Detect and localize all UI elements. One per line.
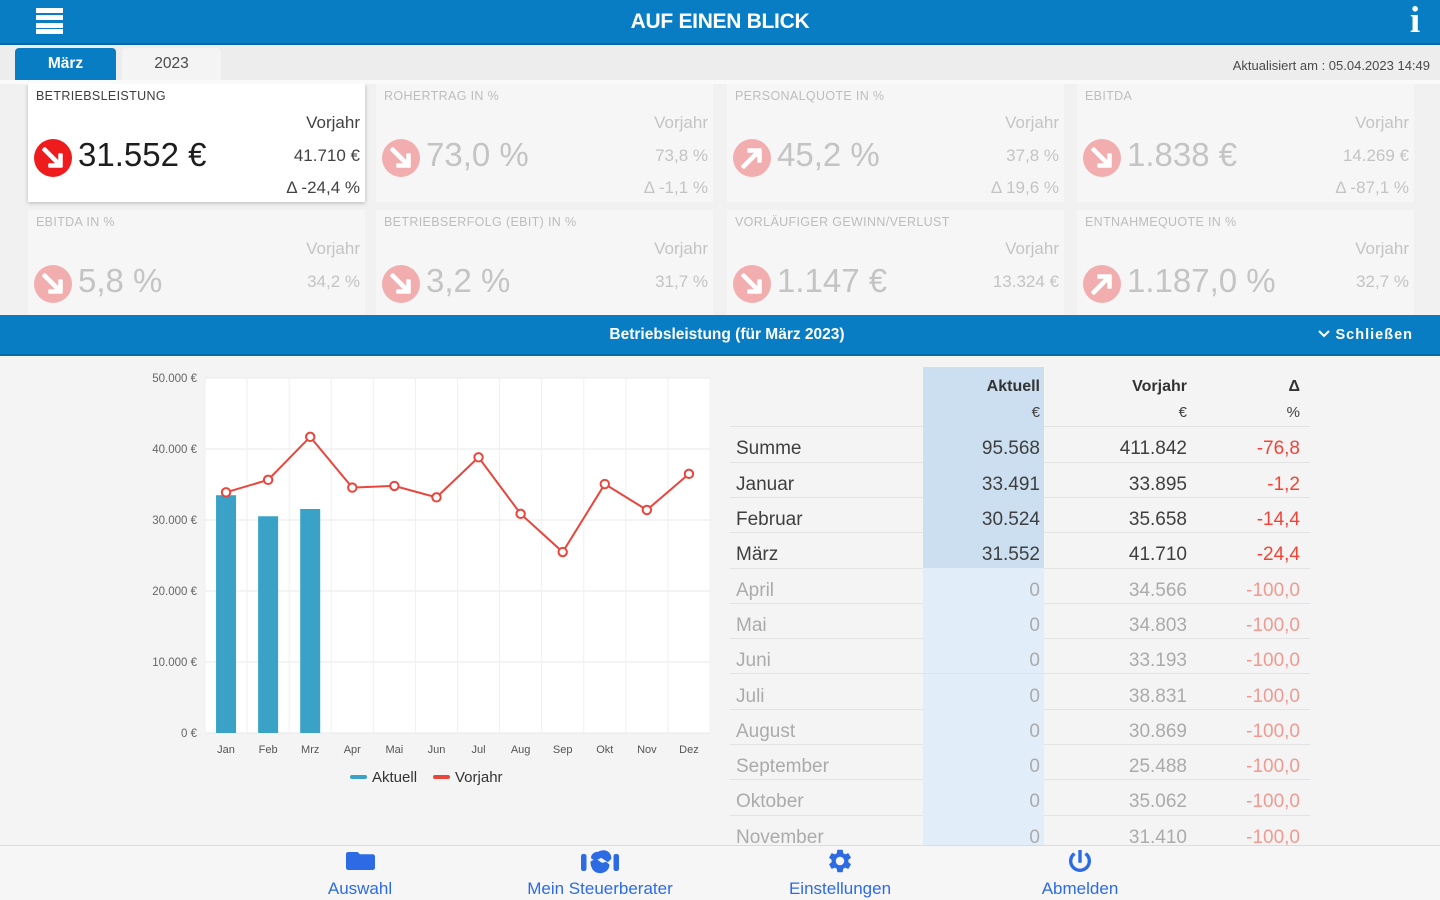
svg-text:0 €: 0 €	[181, 728, 198, 740]
svg-text:Aug: Aug	[511, 744, 531, 756]
svg-text:Apr: Apr	[344, 744, 361, 756]
svg-text:Nov: Nov	[637, 744, 657, 756]
svg-text:Mai: Mai	[386, 744, 404, 756]
svg-text:Jul: Jul	[472, 744, 486, 756]
svg-text:Mrz: Mrz	[301, 744, 319, 756]
svg-text:Okt: Okt	[596, 744, 613, 756]
svg-text:50.000 €: 50.000 €	[152, 373, 197, 385]
svg-text:Jun: Jun	[428, 744, 446, 756]
svg-text:Feb: Feb	[259, 744, 278, 756]
svg-text:Aktuell: Aktuell	[372, 769, 417, 786]
svg-text:Dez: Dez	[679, 744, 699, 756]
svg-text:10.000 €: 10.000 €	[152, 657, 197, 669]
svg-text:Sep: Sep	[553, 744, 573, 756]
svg-text:Vorjahr: Vorjahr	[455, 769, 503, 786]
svg-text:40.000 €: 40.000 €	[152, 444, 197, 456]
svg-text:20.000 €: 20.000 €	[152, 586, 197, 598]
svg-text:Jan: Jan	[217, 744, 235, 756]
svg-text:30.000 €: 30.000 €	[152, 515, 197, 527]
